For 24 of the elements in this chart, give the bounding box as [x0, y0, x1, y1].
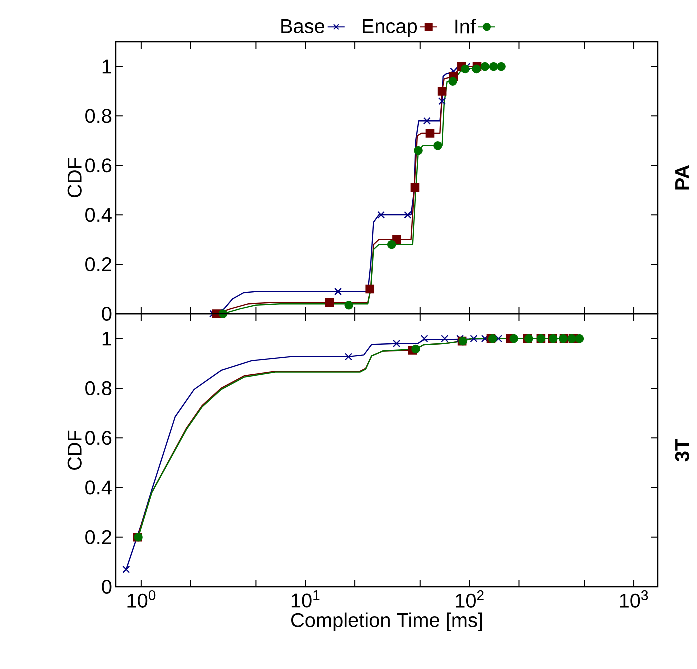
y-tick-label: 0.8	[86, 109, 112, 124]
x-tick-label: 10$^{2}$	[456, 590, 484, 608]
legend-label: Base	[282, 20, 324, 34]
y-tick-label: 0.6	[86, 158, 112, 173]
y-tick-label: 0.6	[86, 431, 112, 446]
legend-label: Encap	[363, 20, 418, 38]
y-axis-title: CDF	[68, 430, 82, 470]
y-tick-label: 0.8	[86, 381, 112, 396]
legend-label: Inf	[456, 19, 476, 34]
y-tick-label: 0.4	[86, 480, 112, 495]
y-tick-label: 1	[102, 332, 112, 346]
y-tick-label: 0	[102, 306, 112, 322]
x-axis-title: Completion Time [ms]	[292, 612, 482, 632]
y-tick-label: 0	[102, 580, 112, 594]
y-axis-title: CDF	[68, 158, 82, 198]
y-tick-label: 1	[102, 60, 112, 74]
y2-axis-title: PA	[676, 165, 690, 190]
y-tick-label: 0.2	[86, 530, 112, 544]
x-tick-label: 10$^{0}$	[128, 590, 156, 608]
y2-axis-title: 3T	[675, 439, 690, 462]
y-tick-label: 0.4	[86, 208, 112, 222]
y-tick-label: 0.2	[86, 257, 112, 272]
x-tick-label: 10$^{1}$	[292, 590, 320, 608]
x-tick-label: 10$^{3}$	[620, 590, 648, 608]
